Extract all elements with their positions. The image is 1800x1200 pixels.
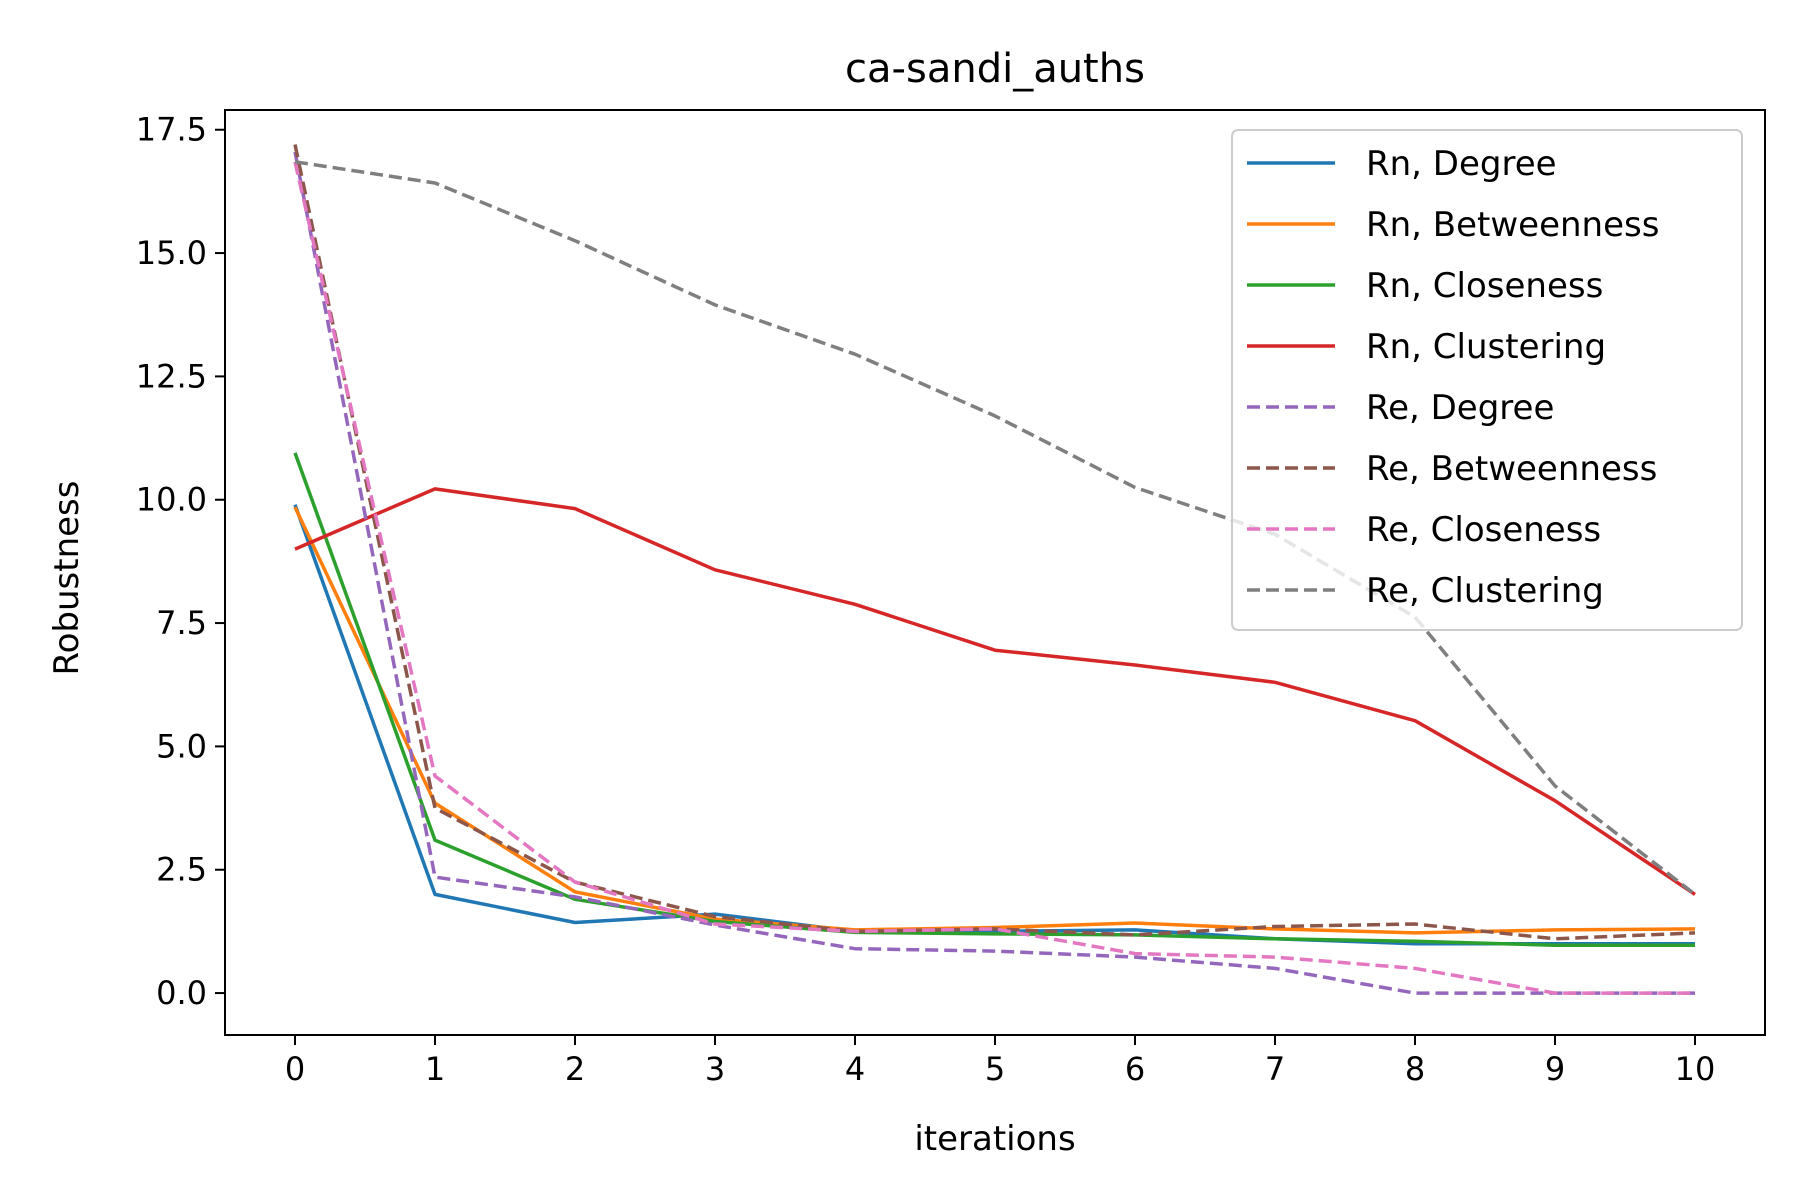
series-line-re-betweenness <box>293 144 1696 941</box>
y-tick-label: 5.0 <box>156 727 207 765</box>
x-tick-label: 8 <box>1405 1050 1425 1088</box>
axis-ticks: 0 1 2 3 4 5 6 7 8 9 10 0.0 2.5 5.0 7.5 10.0 12.5 15.0 17.5 <box>136 111 1716 1088</box>
y-tick-label: 10.0 <box>136 481 207 519</box>
legend-label: Rn, Clustering <box>1366 327 1606 367</box>
x-tick-label: 5 <box>985 1050 1005 1088</box>
series-line-re-closeness <box>293 161 1695 995</box>
x-tick-label: 0 <box>285 1050 305 1088</box>
x-tick-label: 3 <box>705 1050 725 1088</box>
series-line-rn-closeness <box>293 452 1695 947</box>
legend-label: Rn, Betweenness <box>1366 205 1659 245</box>
series-line-re-degree <box>293 151 1695 995</box>
legend-label: Re, Betweenness <box>1366 449 1657 489</box>
x-axis-label: iterations <box>914 1119 1075 1159</box>
y-tick-label: 17.5 <box>136 111 207 149</box>
legend-label: Re, Closeness <box>1366 510 1601 550</box>
series-line-rn-clustering <box>294 487 1696 896</box>
x-tick-label: 2 <box>565 1050 585 1088</box>
x-tick-label: 6 <box>1125 1050 1145 1088</box>
y-tick-label: 15.0 <box>136 234 207 272</box>
legend-box <box>1231 129 1743 631</box>
legend: Rn, Degree Rn, Betweenness Rn, Closeness Rn… <box>1231 129 1743 631</box>
x-tick-label: 10 <box>1675 1050 1716 1088</box>
legend-label: Re, Clustering <box>1366 571 1604 611</box>
y-tick-label: 0.0 <box>156 974 207 1012</box>
x-tick-label: 4 <box>845 1050 865 1088</box>
y-tick-label: 12.5 <box>136 357 207 395</box>
chart-title: ca-sandi_auths <box>845 46 1145 92</box>
legend-label: Rn, Closeness <box>1366 266 1603 306</box>
series-line-re-clustering <box>294 160 1697 896</box>
y-axis-label: Robustness <box>47 481 87 676</box>
y-tick-label: 2.5 <box>156 851 207 889</box>
y-tick-label: 7.5 <box>156 604 207 642</box>
legend-label: Rn, Degree <box>1366 144 1557 184</box>
series-lines <box>293 144 1697 995</box>
x-tick-label: 9 <box>1545 1050 1565 1088</box>
x-tick-label: 7 <box>1265 1050 1285 1088</box>
legend-label: Re, Degree <box>1366 388 1554 428</box>
x-tick-label: 1 <box>425 1050 445 1088</box>
